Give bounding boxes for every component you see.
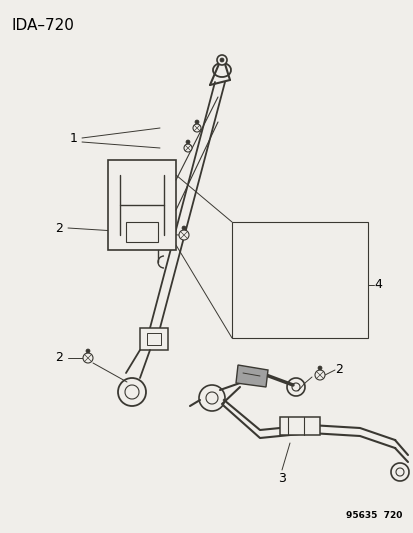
Circle shape [185, 140, 190, 144]
Bar [126, 222, 158, 242]
Circle shape [83, 353, 93, 363]
Bar [108, 160, 176, 250]
Circle shape [86, 349, 90, 353]
Circle shape [178, 230, 189, 240]
Circle shape [182, 226, 185, 230]
Text: 3: 3 [278, 472, 285, 485]
Text: 2: 2 [55, 351, 63, 365]
Circle shape [317, 366, 321, 370]
Circle shape [192, 124, 201, 132]
Bar [279, 417, 319, 435]
Circle shape [314, 370, 324, 380]
Circle shape [219, 58, 223, 62]
Text: 1: 1 [70, 132, 78, 144]
Text: 4: 4 [373, 279, 381, 292]
Bar [147, 333, 161, 345]
Polygon shape [235, 365, 267, 387]
Text: IDA–720: IDA–720 [12, 18, 75, 33]
Text: 2: 2 [55, 222, 63, 235]
Circle shape [195, 120, 199, 124]
Bar [231, 222, 367, 338]
Circle shape [216, 55, 226, 65]
Text: 2: 2 [334, 364, 342, 376]
Bar [140, 328, 168, 350]
Text: 95635  720: 95635 720 [345, 511, 401, 520]
Circle shape [183, 144, 192, 152]
